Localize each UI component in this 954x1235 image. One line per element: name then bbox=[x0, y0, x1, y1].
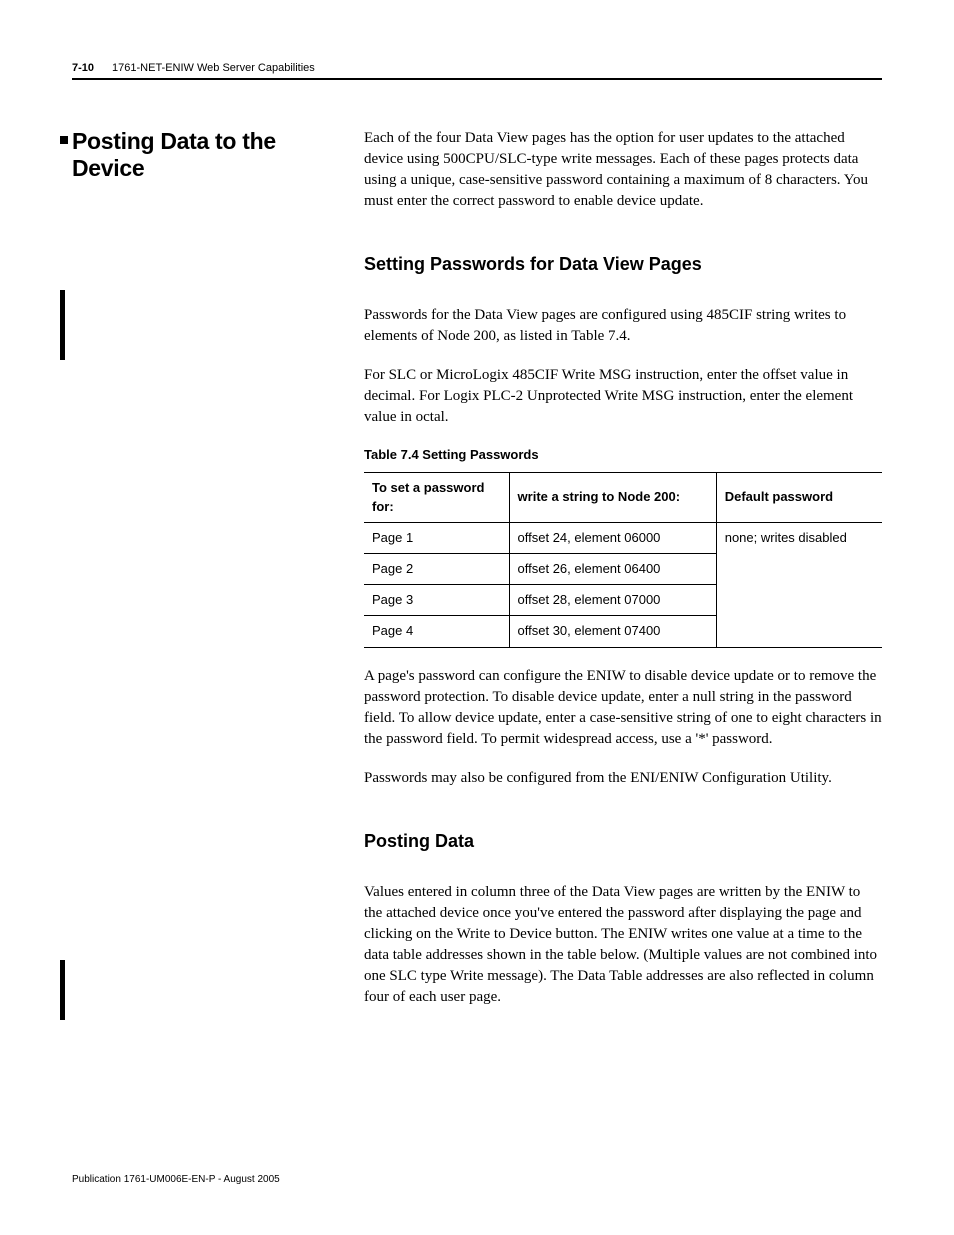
table-cell: Page 1 bbox=[364, 522, 509, 553]
chapter-title: 1761-NET-ENIW Web Server Capabilities bbox=[112, 62, 315, 74]
table-cell: offset 28, element 07000 bbox=[509, 585, 716, 616]
page-number: 7-10 bbox=[72, 62, 94, 74]
body-paragraph: A page's password can configure the ENIW… bbox=[364, 666, 882, 750]
body-paragraph: Passwords may also be configured from th… bbox=[364, 768, 882, 789]
table-header-row: To set a password for: write a string to… bbox=[364, 473, 882, 522]
content-grid: Posting Data to the Device Each of the f… bbox=[72, 128, 882, 1026]
section-heading: Posting Data to the Device bbox=[72, 128, 348, 182]
left-column: Posting Data to the Device bbox=[72, 128, 348, 1026]
table-cell: Page 2 bbox=[364, 553, 509, 584]
table-header-cell: To set a password for: bbox=[364, 473, 509, 522]
intro-paragraph: Each of the four Data View pages has the… bbox=[364, 128, 882, 212]
table-cell: offset 26, element 06400 bbox=[509, 553, 716, 584]
passwords-table: To set a password for: write a string to… bbox=[364, 472, 882, 647]
publication-footer: Publication 1761-UM006E-EN-P - August 20… bbox=[72, 1174, 280, 1185]
body-paragraph: Values entered in column three of the Da… bbox=[364, 882, 882, 1008]
table-cell: Page 3 bbox=[364, 585, 509, 616]
body-paragraph: Passwords for the Data View pages are co… bbox=[364, 305, 882, 347]
right-column: Each of the four Data View pages has the… bbox=[364, 128, 882, 1026]
change-bar bbox=[60, 290, 65, 360]
table-cell: none; writes disabled bbox=[716, 522, 882, 647]
sub-heading-passwords: Setting Passwords for Data View Pages bbox=[364, 252, 882, 277]
section-marker-icon bbox=[60, 136, 68, 144]
change-bar bbox=[60, 960, 65, 1020]
sub-heading-posting: Posting Data bbox=[364, 829, 882, 854]
table-cell: offset 30, element 07400 bbox=[509, 616, 716, 647]
table-header-cell: Default password bbox=[716, 473, 882, 522]
document-page: 7-10 1761-NET-ENIW Web Server Capabiliti… bbox=[0, 0, 954, 1235]
body-paragraph: For SLC or MicroLogix 485CIF Write MSG i… bbox=[364, 365, 882, 428]
table-row: Page 1 offset 24, element 06000 none; wr… bbox=[364, 522, 882, 553]
table-caption: Table 7.4 Setting Passwords bbox=[364, 446, 882, 464]
table-header-cell: write a string to Node 200: bbox=[509, 473, 716, 522]
table-cell: Page 4 bbox=[364, 616, 509, 647]
table-cell: offset 24, element 06000 bbox=[509, 522, 716, 553]
running-header: 7-10 1761-NET-ENIW Web Server Capabiliti… bbox=[72, 62, 882, 74]
header-rule bbox=[72, 78, 882, 80]
